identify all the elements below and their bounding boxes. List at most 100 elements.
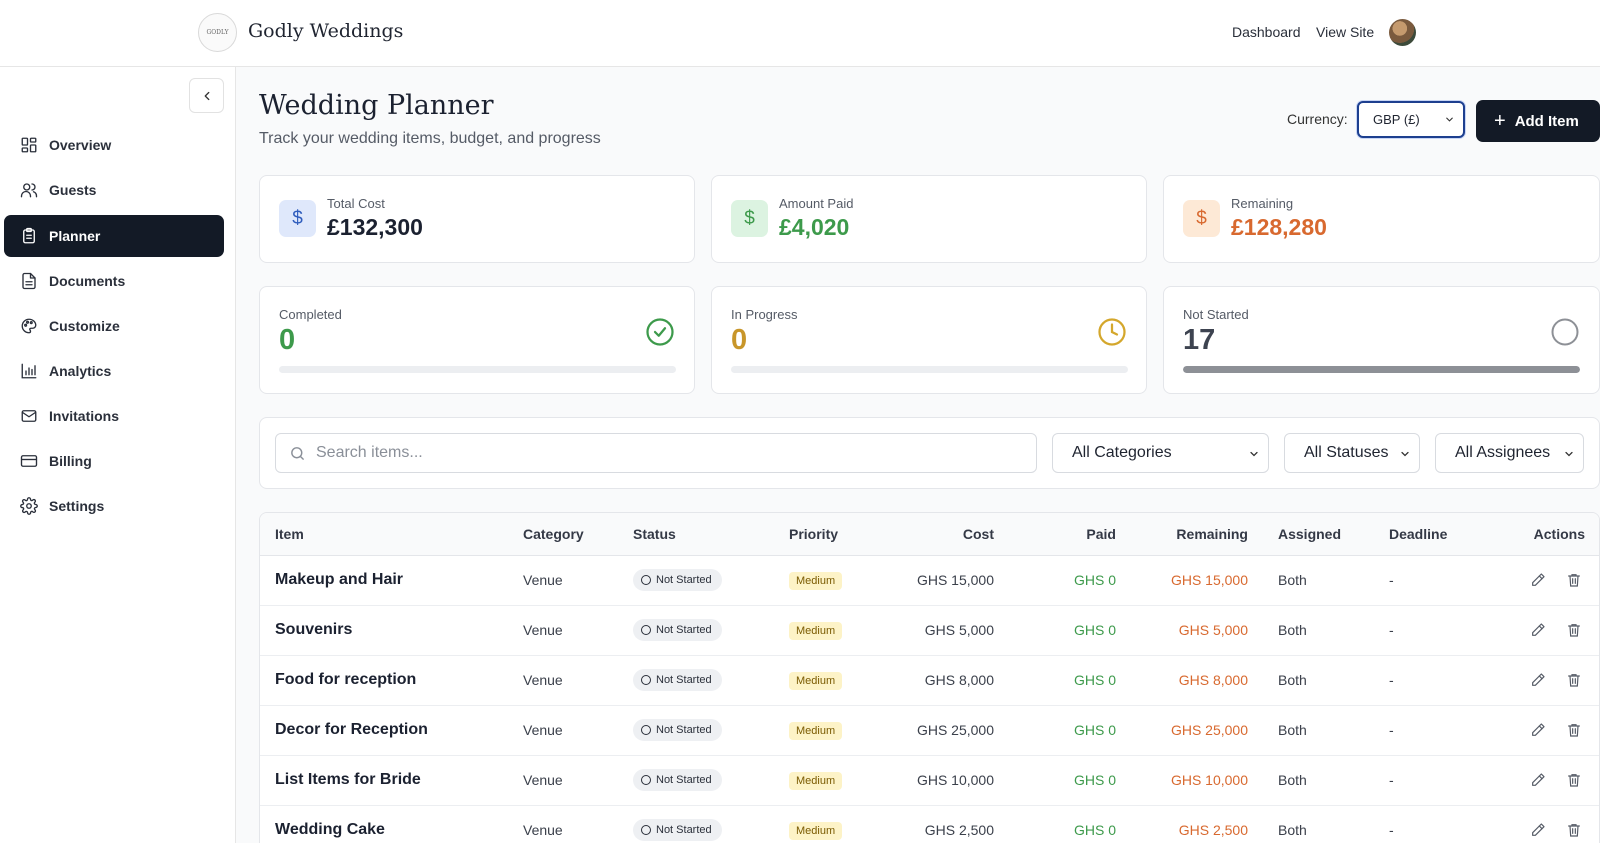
delete-button[interactable] [1563,769,1585,791]
search-input[interactable] [316,444,1016,462]
sidebar-item-planner[interactable]: Planner [4,215,224,257]
pencil-icon [1532,673,1545,686]
clipboard-icon [19,226,39,246]
completed-label: Completed [279,307,342,322]
item-deadline: - [1389,605,1499,656]
column-header-category[interactable]: Category [523,513,633,556]
edit-button[interactable] [1527,769,1549,791]
assignee-filter-value: All Assignees [1455,444,1551,461]
table-row[interactable]: Wedding Cake Venue Not Started Medium GH… [260,805,1599,843]
total-cost-label: Total Cost [327,196,385,211]
main-content: Wedding Planner Track your wedding items… [236,67,1600,843]
status-badge: Not Started [633,619,722,641]
planner-table: Item Category Status Priority Cost Paid … [260,513,1599,843]
column-header-item[interactable]: Item [275,513,523,556]
column-header-deadline[interactable]: Deadline [1389,513,1499,556]
table-row[interactable]: Food for reception Venue Not Started Med… [260,655,1599,706]
sidebar-item-settings[interactable]: Settings [4,485,224,527]
user-avatar[interactable] [1389,19,1416,46]
remaining-label: Remaining [1231,196,1294,211]
amount-paid-value: £4,020 [779,214,850,240]
table-row[interactable]: Decor for Reception Venue Not Started Me… [260,705,1599,756]
assignee-filter-select[interactable]: All Assignees [1435,433,1584,473]
item-remaining: GHS 2,500 [1116,805,1248,843]
edit-button[interactable] [1527,669,1549,691]
currency-select[interactable]: GBP (£) [1357,101,1465,138]
sidebar-item-customize[interactable]: Customize [4,305,224,347]
currency-label: Currency: [1287,111,1348,127]
column-header-paid[interactable]: Paid [994,513,1116,556]
edit-button[interactable] [1527,819,1549,841]
remaining-value: £128,280 [1231,214,1327,240]
item-deadline: - [1389,705,1499,756]
pencil-icon [1532,573,1545,586]
sidebar-item-guests[interactable]: Guests [4,169,224,211]
delete-button[interactable] [1563,719,1585,741]
users-icon [19,180,39,200]
circle-icon [641,675,651,685]
item-deadline: - [1389,755,1499,806]
collapse-sidebar-button[interactable] [189,78,224,113]
dashboard-link[interactable]: Dashboard [1232,24,1301,40]
column-header-remaining[interactable]: Remaining [1116,513,1248,556]
credit-card-icon [19,451,39,471]
item-paid: GHS 0 [994,605,1116,656]
delete-button[interactable] [1563,569,1585,591]
edit-button[interactable] [1527,719,1549,741]
status-text: Not Started [656,824,712,836]
completed-card: Completed 0 [259,286,695,394]
view-site-link[interactable]: View Site [1316,24,1375,40]
delete-button[interactable] [1563,819,1585,841]
sidebar-item-invitations[interactable]: Invitations [4,395,224,437]
in-progress-label: In Progress [731,307,798,322]
pencil-icon [1532,773,1545,786]
sidebar-item-billing[interactable]: Billing [4,440,224,482]
chevron-down-icon [1250,451,1258,457]
category-filter-select[interactable]: All Categories [1052,433,1269,473]
sidebar-item-label: Overview [49,137,112,153]
currency-value: GBP (£) [1373,112,1420,127]
item-paid: GHS 0 [994,805,1116,843]
edit-button[interactable] [1527,619,1549,641]
table-row[interactable]: List Items for Bride Venue Not Started M… [260,755,1599,806]
table-row[interactable]: Makeup and Hair Venue Not Started Medium… [260,555,1599,606]
column-header-assigned[interactable]: Assigned [1278,513,1389,556]
circle-icon [641,825,651,835]
item-name: Wedding Cake [275,805,523,843]
trash-icon [1568,774,1580,787]
sidebar-item-analytics[interactable]: Analytics [4,350,224,392]
delete-button[interactable] [1563,669,1585,691]
priority-badge: Medium [789,571,843,590]
brand-logo[interactable]: GODLY [198,13,237,52]
edit-button[interactable] [1527,569,1549,591]
total-cost-value: £132,300 [327,214,423,240]
column-header-cost[interactable]: Cost [883,513,994,556]
sidebar-item-documents[interactable]: Documents [4,260,224,302]
item-deadline: - [1389,555,1499,606]
completed-progress-bar [279,366,676,373]
search-box[interactable] [275,433,1037,473]
circle-icon [641,725,651,735]
delete-button[interactable] [1563,619,1585,641]
search-icon [291,446,304,460]
status-filter-value: All Statuses [1304,444,1389,461]
item-deadline: - [1389,805,1499,843]
sidebar-item-label: Customize [49,318,120,334]
add-item-button[interactable]: + Add Item [1476,100,1600,142]
item-category: Venue [523,605,633,656]
document-icon [19,271,39,291]
item-status-cell: Not Started [633,805,789,843]
item-assigned: Both [1278,555,1389,606]
sidebar-item-overview[interactable]: Overview [4,124,224,166]
column-header-priority[interactable]: Priority [789,513,883,556]
chevron-down-icon [1401,451,1409,457]
trash-icon [1568,674,1580,687]
item-remaining: GHS 25,000 [1116,705,1248,756]
pencil-icon [1532,623,1545,636]
brand-name[interactable]: Godly Weddings [248,20,404,42]
column-header-status[interactable]: Status [633,513,789,556]
status-filter-select[interactable]: All Statuses [1284,433,1420,473]
item-category: Venue [523,655,633,706]
trash-icon [1568,574,1580,587]
table-row[interactable]: Souvenirs Venue Not Started Medium GHS 5… [260,605,1599,656]
